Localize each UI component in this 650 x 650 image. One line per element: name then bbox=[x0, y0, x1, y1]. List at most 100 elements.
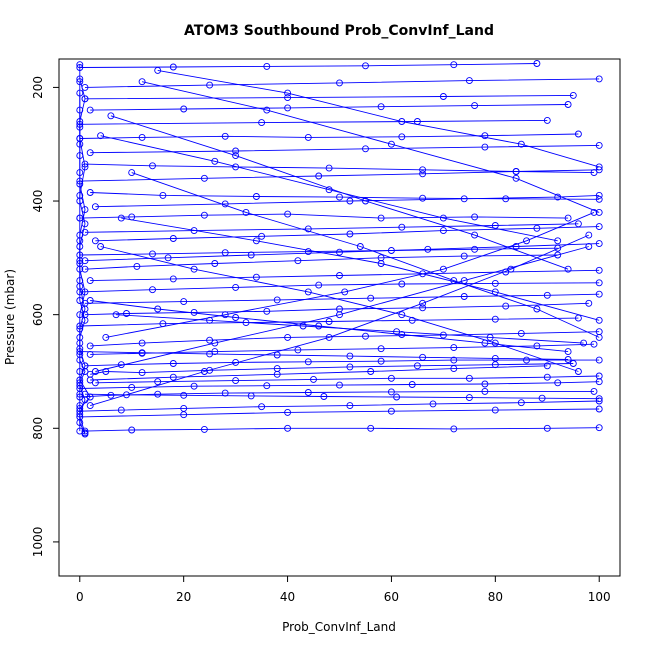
data-point bbox=[398, 118, 406, 125]
series-line bbox=[79, 317, 579, 327]
x-tick-label: 20 bbox=[176, 590, 191, 604]
series-line bbox=[79, 400, 600, 412]
x-tick-label: 0 bbox=[76, 590, 84, 604]
data-point bbox=[273, 351, 281, 359]
data-point bbox=[419, 270, 427, 278]
data-point bbox=[221, 132, 229, 140]
data-point bbox=[258, 119, 266, 127]
data-point bbox=[554, 251, 562, 259]
series-50 bbox=[81, 240, 603, 265]
data-point bbox=[310, 375, 317, 383]
data-point bbox=[523, 356, 530, 364]
data-point bbox=[595, 333, 603, 341]
data-point bbox=[86, 376, 94, 384]
data-point bbox=[169, 360, 177, 367]
data-point bbox=[242, 208, 250, 216]
data-point bbox=[471, 102, 479, 110]
data-point bbox=[481, 339, 489, 347]
data-point bbox=[97, 243, 105, 250]
data-point bbox=[367, 424, 375, 432]
data-point bbox=[564, 101, 572, 108]
data-point bbox=[154, 378, 162, 386]
series-line bbox=[90, 234, 589, 407]
data-point bbox=[543, 116, 551, 124]
data-point bbox=[377, 345, 385, 353]
series-line bbox=[157, 69, 600, 168]
data-point bbox=[491, 339, 499, 347]
data-point bbox=[387, 407, 395, 415]
data-point bbox=[263, 62, 271, 70]
series-34 bbox=[102, 208, 598, 341]
data-point bbox=[273, 370, 281, 378]
data-point bbox=[346, 363, 354, 371]
data-point bbox=[304, 389, 312, 396]
data-point bbox=[123, 310, 130, 317]
data-point bbox=[91, 203, 99, 211]
series-22 bbox=[76, 378, 603, 392]
data-point bbox=[517, 329, 525, 337]
series-28 bbox=[81, 220, 582, 236]
data-point bbox=[180, 391, 188, 399]
data-point bbox=[154, 305, 162, 313]
data-point bbox=[595, 316, 603, 324]
series-32 bbox=[76, 116, 551, 128]
data-point bbox=[481, 143, 489, 151]
data-point bbox=[450, 425, 458, 433]
data-point bbox=[86, 297, 94, 304]
series-line bbox=[84, 78, 600, 88]
data-point bbox=[304, 133, 312, 141]
data-point bbox=[512, 174, 520, 182]
series-line bbox=[90, 365, 548, 381]
data-point bbox=[341, 288, 349, 296]
series-line bbox=[84, 243, 600, 262]
series-line bbox=[95, 226, 600, 242]
data-point bbox=[180, 298, 188, 306]
data-point bbox=[211, 260, 219, 267]
data-point bbox=[523, 237, 530, 245]
data-point bbox=[471, 231, 479, 239]
series-line bbox=[79, 119, 548, 125]
data-point bbox=[336, 381, 343, 389]
data-point bbox=[149, 250, 156, 258]
data-point bbox=[471, 213, 479, 221]
series-line bbox=[79, 93, 91, 435]
data-point bbox=[393, 328, 401, 336]
data-point bbox=[398, 133, 406, 141]
data-point bbox=[574, 130, 582, 138]
series-layer bbox=[76, 60, 603, 438]
series-line bbox=[79, 408, 600, 418]
data-point bbox=[595, 279, 603, 287]
data-point bbox=[585, 299, 593, 307]
data-point bbox=[564, 265, 572, 273]
data-point bbox=[590, 387, 598, 395]
series-line bbox=[90, 300, 569, 353]
data-point bbox=[76, 78, 84, 86]
data-point bbox=[164, 254, 172, 262]
data-point bbox=[356, 243, 364, 250]
data-point bbox=[76, 322, 84, 330]
data-point bbox=[460, 195, 468, 203]
data-point bbox=[180, 105, 188, 113]
series-11 bbox=[81, 251, 562, 273]
data-point bbox=[502, 195, 510, 203]
data-point bbox=[252, 273, 260, 281]
data-point bbox=[232, 314, 240, 321]
data-point bbox=[595, 141, 603, 149]
data-point bbox=[595, 223, 603, 231]
data-point bbox=[76, 376, 84, 384]
series-29 bbox=[91, 191, 603, 211]
data-point bbox=[533, 60, 541, 67]
series-6 bbox=[81, 424, 603, 435]
data-point bbox=[159, 191, 167, 199]
data-point bbox=[517, 399, 525, 407]
data-point bbox=[86, 189, 94, 196]
series-24 bbox=[76, 314, 582, 330]
data-point bbox=[304, 248, 312, 256]
series-line bbox=[95, 194, 600, 208]
series-line bbox=[90, 269, 600, 282]
x-tick-label: 40 bbox=[280, 590, 295, 604]
data-point bbox=[81, 83, 89, 91]
data-point bbox=[149, 162, 156, 170]
y-tick-label: 1000 bbox=[31, 527, 45, 558]
data-point bbox=[377, 103, 385, 111]
